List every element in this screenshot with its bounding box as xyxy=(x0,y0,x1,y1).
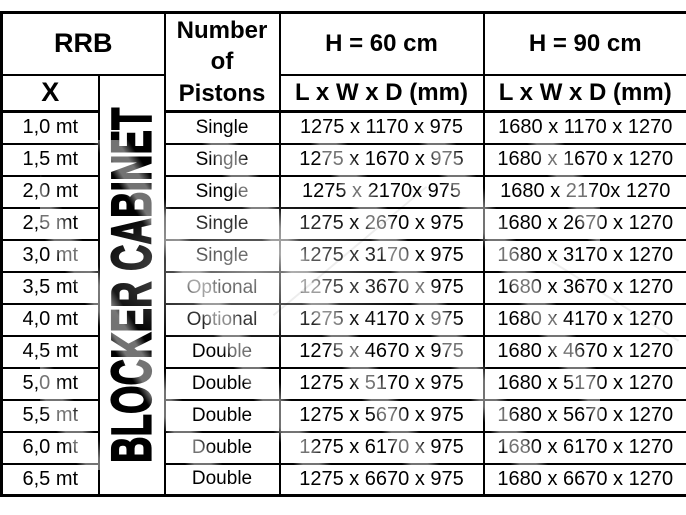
h60-dims-cell: 1275 x 1670 x 975 xyxy=(278,142,485,177)
table-row: 1,0 mt Single 1275 x 1170 x 975 1680 x 1170… xyxy=(0,110,686,145)
x-value-cell: 3,0 mt xyxy=(0,238,100,273)
h90-dims-cell: 1680 x 3670 x 1270 xyxy=(482,270,686,305)
table-row: 6,5 mt Double 1275 x 6670 x 975 1680 x 6670… xyxy=(0,462,686,497)
pistons-cell: Double xyxy=(163,366,281,401)
h90-dims-cell: 1680 x 2670 x 1270 xyxy=(482,206,686,241)
h60-dims-cell: 1275 x 4670 x 975 xyxy=(278,334,485,369)
rrb-header: RRB xyxy=(0,11,166,76)
pistons-cell: Double xyxy=(163,430,281,465)
h60-dims-cell: 1275 x 6670 x 975 xyxy=(278,462,485,497)
h90-dims-cell: 1680 x 5670 x 1270 xyxy=(482,398,686,433)
h90-dims-cell: 1680 x 2170x 1270 xyxy=(482,174,686,209)
x-value-cell: 5,5 mt xyxy=(0,398,100,433)
h60-header: H = 60 cm xyxy=(278,11,485,76)
h60-dims-cell: 1275 x 5670 x 975 xyxy=(278,398,485,433)
x-value-cell: 1,0 mt xyxy=(0,110,100,145)
h60-dims-cell: 1275 x 4170 x 975 xyxy=(278,302,485,337)
h90-dims-cell: 1680 x 3170 x 1270 xyxy=(482,238,686,273)
x-value-cell: 1,5 mt xyxy=(0,142,100,177)
h60-dims-cell: 1275 x 1170 x 975 xyxy=(278,110,485,145)
h90-dims-cell: 1680 x 4170 x 1270 xyxy=(482,302,686,337)
x-value-cell: 6,5 mt xyxy=(0,462,100,497)
dims60-subheader: L x W x D (mm) xyxy=(278,73,485,113)
x-value-cell: 2,5 mt xyxy=(0,206,100,241)
x-value-cell: 4,5 mt xyxy=(0,334,100,369)
h60-dims-cell: 1275 x 2670 x 975 xyxy=(278,206,485,241)
h60-dims-cell: 1275 x 5170 x 975 xyxy=(278,366,485,401)
h90-dims-cell: 1680 x 6670 x 1270 xyxy=(482,462,686,497)
number-of-pistons-header: Number of Pistons xyxy=(163,11,281,113)
pistons-cell: Optional xyxy=(163,270,281,305)
h90-dims-cell: 1680 x 5170 x 1270 xyxy=(482,366,686,401)
header-row-1: RRB Number of Pistons H = 60 cm H = 90 c… xyxy=(0,11,686,113)
h60-dims-cell: 1275 x 3670 x 975 xyxy=(278,270,485,305)
h90-dims-cell: 1680 x 4670 x 1270 xyxy=(482,334,686,369)
h90-header: H = 90 cm xyxy=(482,11,686,76)
h60-dims-cell: 1275 x 3170 x 975 xyxy=(278,238,485,273)
pistons-cell: Double xyxy=(163,334,281,369)
x-value-cell: 6,0 mt xyxy=(0,430,100,465)
rrb-blocker-cabinet-spec-table: RRB Number of Pistons H = 60 cm H = 90 c… xyxy=(0,11,686,497)
pistons-cell: Single xyxy=(163,206,281,241)
pistons-cell: Single xyxy=(163,142,281,177)
x-value-cell: 4,0 mt xyxy=(0,302,100,337)
h90-dims-cell: 1680 x 6170 x 1270 xyxy=(482,430,686,465)
x-value-cell: 2,0 mt xyxy=(0,174,100,209)
pistons-cell: Double xyxy=(163,398,281,433)
pistons-cell: Optional xyxy=(163,302,281,337)
table-body: RRB Number of Pistons H = 60 cm H = 90 c… xyxy=(0,11,686,497)
x-value-cell: 3,5 mt xyxy=(0,270,100,305)
h60-dims-cell: 1275 x 6170 x 975 xyxy=(278,430,485,465)
x-value-cell: 5,0 mt xyxy=(0,366,100,401)
pistons-cell: Double xyxy=(163,462,281,497)
blocker-cabinet-cell: BLOCKER CABINET xyxy=(97,73,166,497)
h90-dims-cell: 1680 x 1670 x 1270 xyxy=(482,142,686,177)
dims90-subheader: L x W x D (mm) xyxy=(482,73,686,113)
h60-dims-cell: 1275 x 2170x 975 xyxy=(278,174,485,209)
header-row-2: X BLOCKER CABINET L x W x D (mm) L x W x… xyxy=(0,73,686,497)
h90-dims-cell: 1680 x 1170 x 1270 xyxy=(482,110,686,145)
pistons-cell: Single xyxy=(163,174,281,209)
pistons-cell: Single xyxy=(163,238,281,273)
pistons-cell: Single xyxy=(163,110,281,145)
blocker-cabinet-label: BLOCKER CABINET xyxy=(98,106,163,463)
x-column-header: X xyxy=(0,73,100,113)
